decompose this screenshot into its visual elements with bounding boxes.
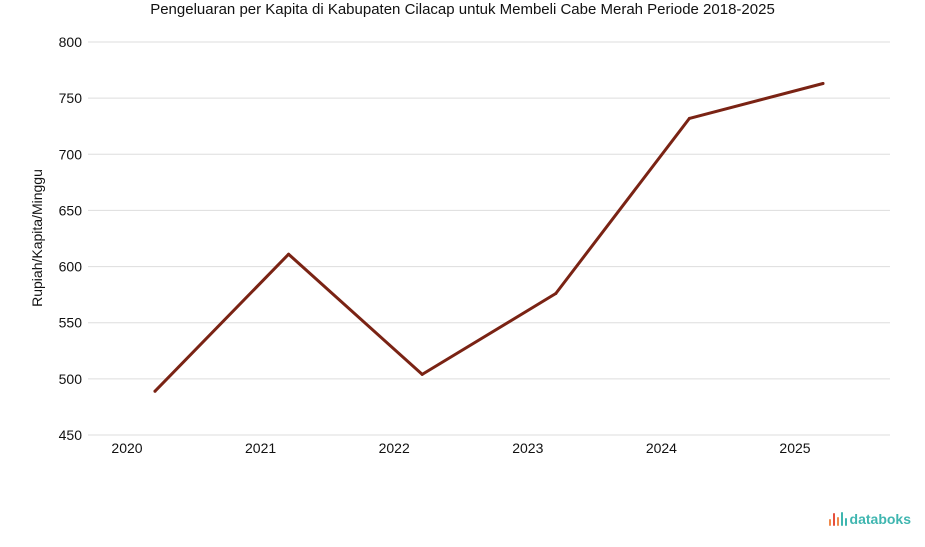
data-point-2022[interactable]: [420, 372, 424, 376]
data-point-2025[interactable]: [821, 82, 825, 86]
x-tick-label: 2022: [379, 440, 410, 456]
x-tick-label: 2024: [646, 440, 677, 456]
databoks-logo[interactable]: databoks: [828, 511, 911, 527]
x-tick-label: 2020: [111, 440, 142, 456]
data-point-2020[interactable]: [153, 389, 157, 393]
databoks-bars-icon: [828, 512, 847, 526]
data-point-2024[interactable]: [687, 116, 691, 120]
chart-title: Pengeluaran per Kapita di Kabupaten Cila…: [150, 1, 775, 18]
gridlines: [88, 41, 890, 436]
y-tick-label: 800: [59, 34, 83, 50]
y-tick-label: 500: [59, 371, 83, 387]
data-point-2021[interactable]: [287, 252, 291, 256]
y-axis-label: Rupiah/Kapita/Minggu: [29, 169, 45, 307]
y-axis-ticks: 450 500 550 600 650 700 750 800: [59, 34, 83, 443]
series-line: [153, 82, 825, 393]
data-point-2023[interactable]: [554, 292, 558, 296]
x-tick-label: 2023: [512, 440, 543, 456]
series-lines: [153, 82, 825, 393]
y-tick-label: 550: [59, 315, 83, 331]
x-tick-label: 2021: [245, 440, 276, 456]
y-tick-label: 700: [59, 146, 83, 162]
y-tick-label: 450: [59, 427, 83, 443]
x-tick-label: 2025: [779, 440, 810, 456]
brand-name: databoks: [849, 511, 911, 527]
y-tick-label: 650: [59, 202, 83, 218]
x-axis-ticks: 2020 2021 2022 2023 2024 2025: [111, 440, 810, 456]
y-tick-label: 600: [59, 259, 83, 275]
y-tick-label: 750: [59, 90, 83, 106]
